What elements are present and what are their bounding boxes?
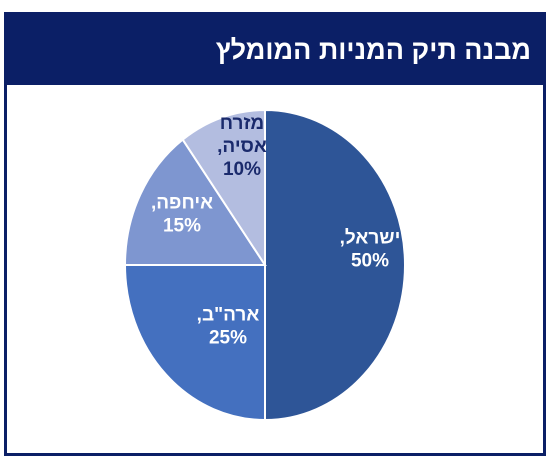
pie-slice-3 xyxy=(123,138,267,266)
chart-title: מבנה תיק המניות המומלץ xyxy=(215,34,531,65)
title-bar: מבנה תיק המניות המומלץ xyxy=(7,15,543,85)
pie-slice-2-label-line-2: 25% xyxy=(209,328,247,349)
pie-slice-1 xyxy=(264,108,406,422)
pie-slice-3-label-line-2: 15% xyxy=(163,216,201,237)
pie-slice-4-label-line-2: אסיה, xyxy=(217,136,267,157)
pie-slice-1-label-line-2: 50% xyxy=(351,251,389,272)
pie-slice-4-label-line-3: 10% xyxy=(223,159,261,180)
pie-slice-4-label-line-1: מזרח xyxy=(220,113,264,134)
pie-slice-3-label-line-1: איחפה, xyxy=(151,193,213,214)
pie-slice-2-label-line-1: ארה"ב, xyxy=(197,305,260,326)
pie-slice-1-label-line-1: ישראל, xyxy=(340,228,401,249)
pie-slice-4 xyxy=(181,108,266,269)
pie-slices xyxy=(123,108,406,422)
pie-slice-2 xyxy=(123,264,266,422)
